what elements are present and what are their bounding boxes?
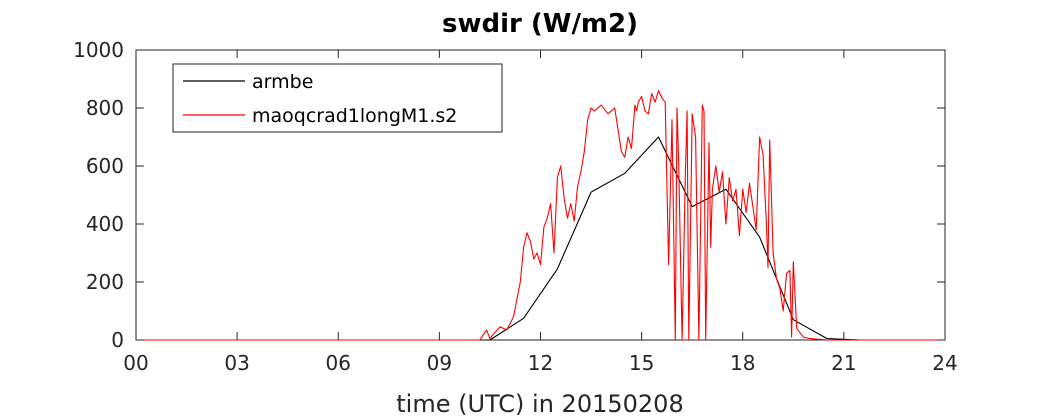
y-tick-label: 600 [86,154,124,178]
x-tick-label: 18 [730,351,755,375]
legend-label-armbe: armbe [252,71,313,93]
x-tick-label: 09 [427,351,452,375]
chart-title: swdir (W/m2) [442,9,638,39]
legend-box [172,63,503,133]
x-tick-label: 12 [528,351,553,375]
x-tick-label: 03 [224,351,249,375]
x-tick-label: 06 [326,351,351,375]
legend: armbe maoqcrad1longM1.s2 [172,63,503,133]
x-tick-label: 00 [123,351,148,375]
x-tick-label: 24 [932,351,957,375]
y-tick-label: 800 [86,96,124,120]
y-tick-label: 1000 [73,38,124,62]
series-line-1 [136,90,945,341]
y-tick-label: 400 [86,212,124,236]
axis-layer: 00 03 06 09 12 15 18 21 24 0 200 400 600 800 1000 [73,38,958,375]
y-tick-label: 200 [86,270,124,294]
x-tick-label: 15 [629,351,654,375]
x-tick-label: 21 [831,351,856,375]
x-axis-label: time (UTC) in 20150208 [396,390,683,417]
y-tick-label: 0 [111,328,124,352]
series-layer [136,90,945,341]
legend-label-maoqcrad1longM1: maoqcrad1longM1.s2 [252,105,457,127]
